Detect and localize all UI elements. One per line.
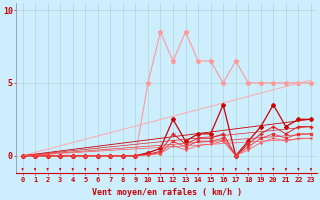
X-axis label: Vent moyen/en rafales ( km/h ): Vent moyen/en rafales ( km/h ) (92, 188, 242, 197)
